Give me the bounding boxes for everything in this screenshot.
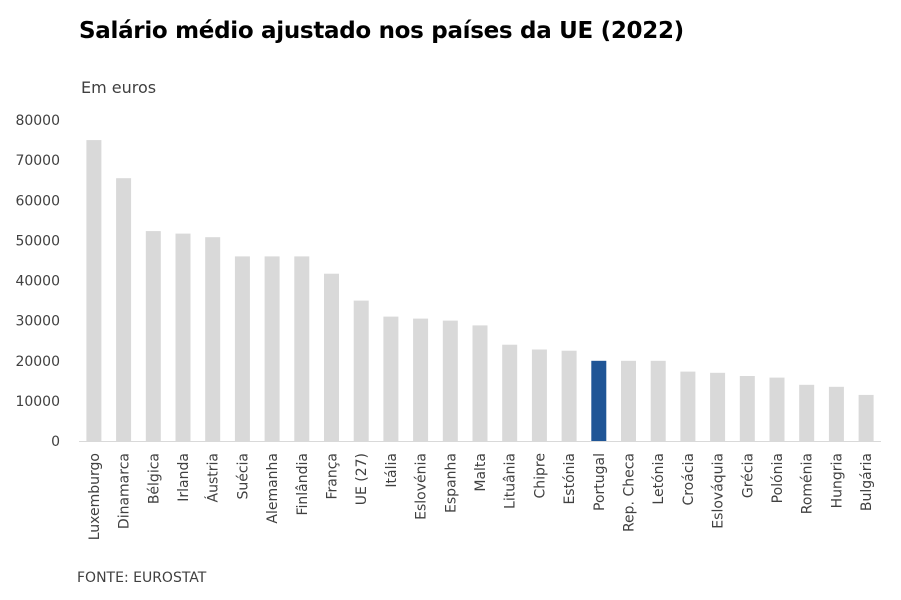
bar-it-lia — [383, 316, 399, 441]
bar-portugal — [591, 360, 607, 442]
bar-rep-checa — [621, 360, 636, 442]
y-tick-label: 20000 — [15, 354, 60, 370]
x-tick-label: Rep. Checa — [622, 453, 638, 532]
bar-gr-cia — [739, 376, 755, 441]
x-tick-label: Finlândia — [295, 453, 311, 516]
bar-irlanda — [175, 233, 191, 441]
bar-luxemburgo — [86, 140, 102, 441]
x-tick-label: Irlanda — [176, 453, 192, 502]
bar-let-nia — [650, 360, 666, 442]
x-tick-label: Roménia — [800, 453, 816, 514]
x-tick-label: Luxemburgo — [87, 453, 103, 540]
bar-cro-cia — [680, 371, 696, 441]
x-tick-label: Itália — [384, 453, 400, 488]
x-tick-label: Croácia — [681, 453, 697, 506]
x-tick-label: Chipre — [532, 453, 548, 499]
bar-finl-ndia — [294, 256, 310, 441]
x-tick-label: Bélgica — [146, 453, 162, 504]
x-tick-label: Bulgária — [859, 453, 875, 511]
bar-rom-nia — [799, 384, 815, 441]
x-tick-label: Áustria — [205, 453, 222, 502]
bar-malta — [472, 325, 488, 441]
x-tick-label: França — [324, 453, 340, 500]
y-tick-label: 40000 — [15, 274, 60, 290]
x-axis-labels: Luxemburgo Dinamarca Bélgica Irlanda Áustria… — [87, 453, 875, 540]
y-tick-label: 0 — [51, 434, 60, 450]
x-tick-label: Alemanha — [265, 453, 281, 524]
y-tick-label: 30000 — [15, 314, 60, 330]
bar-eslov-quia — [710, 372, 726, 441]
x-tick-label: UE (27) — [354, 453, 370, 505]
x-tick-label: Grécia — [740, 453, 756, 498]
source-note: FONTE: EUROSTAT — [77, 570, 207, 586]
bar-chipre — [531, 349, 547, 441]
x-tick-label: Portugal — [592, 453, 608, 511]
x-tick-label: Hungria — [829, 453, 845, 508]
y-tick-label: 70000 — [15, 153, 60, 169]
bar-b-lgica — [145, 231, 161, 441]
y-tick-label: 10000 — [15, 394, 60, 410]
x-tick-label: Estónia — [562, 453, 578, 505]
bar-hungria — [828, 386, 844, 441]
x-tick-label: Espanha — [443, 453, 459, 513]
bar-est-nia — [561, 350, 577, 441]
y-tick-label: 80000 — [15, 113, 60, 129]
y-tick-label: 60000 — [15, 193, 60, 209]
bar-espanha — [442, 320, 458, 441]
x-tick-label: Polónia — [770, 453, 786, 503]
bar-ustria — [205, 237, 221, 441]
bar-su-cia — [234, 256, 250, 441]
x-tick-label: Letónia — [651, 453, 667, 505]
bar-fran-a — [324, 273, 339, 441]
bar-eslov-nia — [413, 318, 429, 441]
bar-dinamarca — [116, 178, 132, 441]
x-tick-label: Lituânia — [503, 453, 519, 509]
chart-title: Salário médio ajustado nos países da UE … — [79, 18, 684, 44]
x-tick-label: Eslovénia — [414, 453, 430, 520]
x-tick-label: Malta — [473, 453, 489, 492]
bar-ue-27 — [353, 300, 369, 441]
bars — [86, 140, 874, 442]
bar-bulg-ria — [858, 394, 874, 441]
x-tick-label: Suécia — [235, 453, 251, 500]
y-axis-ticks: 0 10000 20000 30000 40000 50000 60000 70000 8000… — [15, 113, 60, 450]
bar-alemanha — [264, 256, 280, 441]
x-tick-label: Dinamarca — [117, 453, 133, 529]
x-tick-label: Eslováquia — [711, 453, 727, 529]
unit-label: Em euros — [81, 78, 157, 97]
bar-litu-nia — [502, 344, 518, 441]
bar-pol-nia — [769, 377, 785, 441]
y-tick-label: 50000 — [15, 233, 60, 249]
